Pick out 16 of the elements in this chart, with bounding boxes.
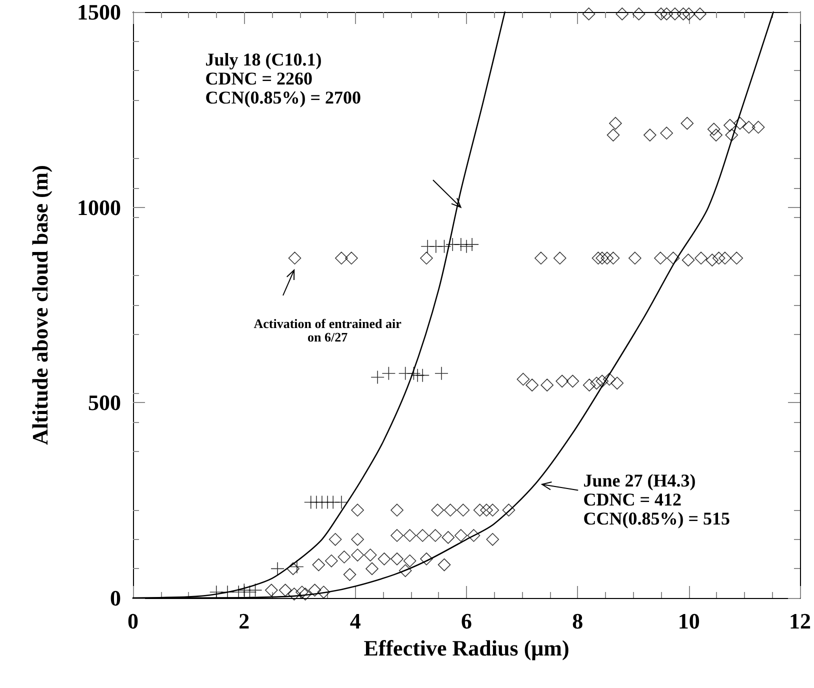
annotation: July 18 (C10.1) CDNC = 2260 CCN(0.85%) = 2700 bbox=[205, 50, 362, 108]
annotation: Activation of entrained air on 6/27 bbox=[254, 316, 402, 345]
x-tick-label: 6 bbox=[461, 608, 472, 634]
x-tick-label: 12 bbox=[789, 608, 811, 634]
y-tick-label: 500 bbox=[88, 390, 121, 416]
x-tick-label: 10 bbox=[678, 608, 700, 634]
y-axis-title: Altitude above cloud base (m) bbox=[28, 165, 52, 445]
x-tick-label: 8 bbox=[572, 608, 584, 634]
x-tick-label: 0 bbox=[128, 608, 138, 634]
y-tick-label: 1000 bbox=[77, 194, 121, 220]
x-tick-label: 2 bbox=[238, 608, 250, 634]
y-tick-label: 1500 bbox=[77, 0, 121, 24]
x-axis-title: Effective Radius (μm) bbox=[364, 635, 570, 660]
annotation: June 27 (H4.3) CDNC = 412 CCN(0.85%) = 515 bbox=[583, 470, 730, 528]
y-tick-label: 0 bbox=[110, 586, 121, 610]
x-tick-label: 4 bbox=[350, 608, 361, 634]
